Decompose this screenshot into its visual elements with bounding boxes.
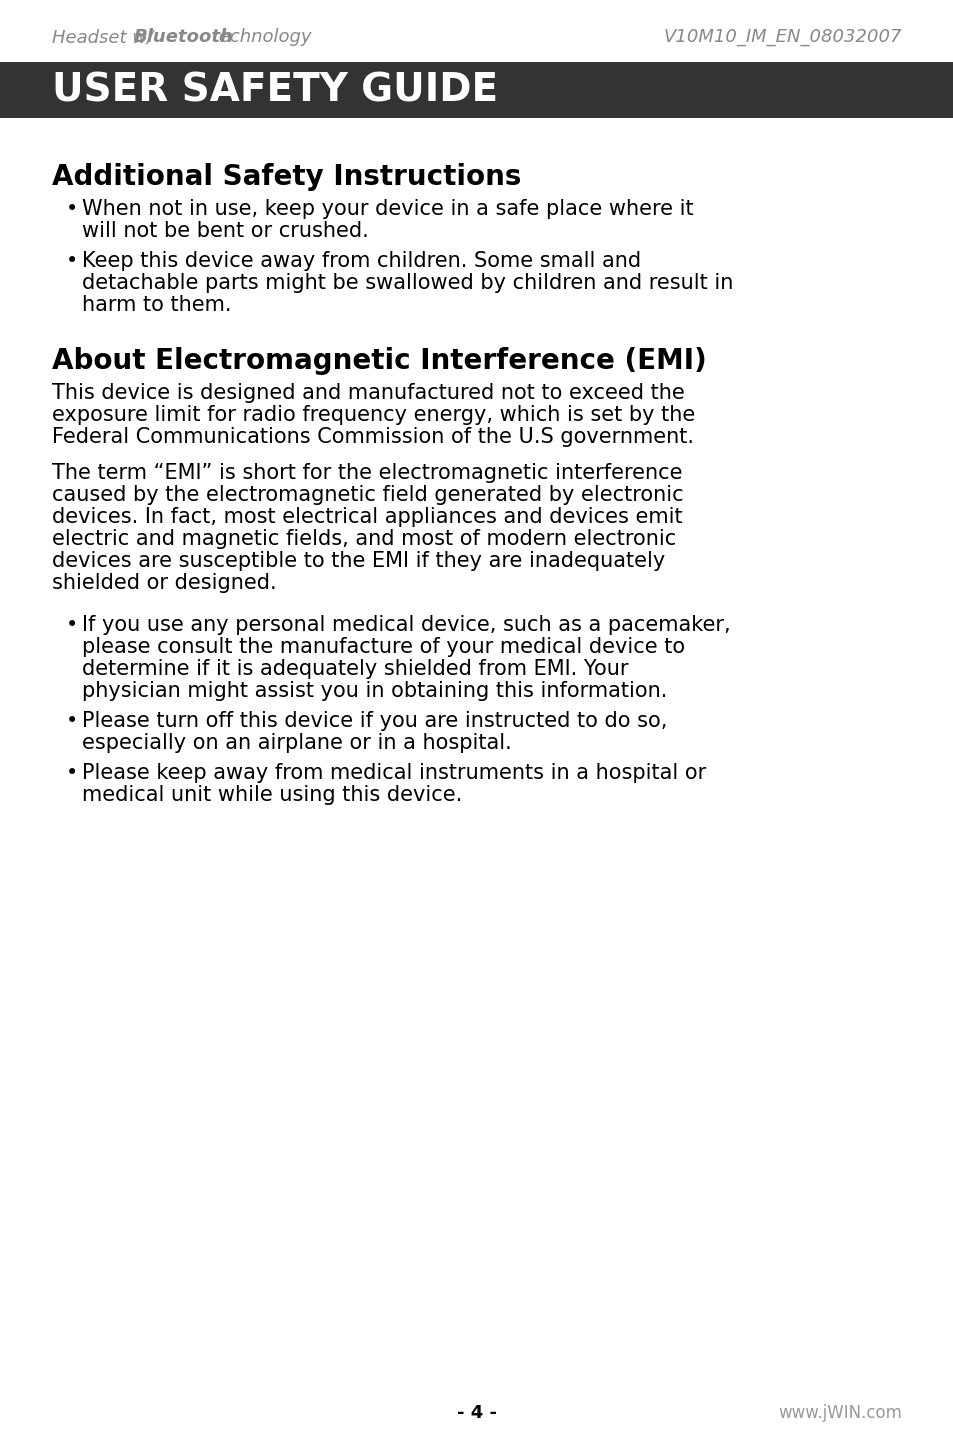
Text: will not be bent or crushed.: will not be bent or crushed. <box>82 221 369 241</box>
Bar <box>0 62 953 119</box>
Text: medical unit while using this device.: medical unit while using this device. <box>82 785 462 805</box>
Text: Headset w/: Headset w/ <box>52 27 159 46</box>
Text: please consult the manufacture of your medical device to: please consult the manufacture of your m… <box>82 638 684 656</box>
Text: - 4 -: - 4 - <box>456 1404 497 1421</box>
Text: Additional Safety Instructions: Additional Safety Instructions <box>52 163 521 191</box>
Text: This device is designed and manufactured not to exceed the: This device is designed and manufactured… <box>52 383 684 403</box>
Text: technology: technology <box>206 27 312 46</box>
Text: •: • <box>66 252 78 270</box>
Text: The term “EMI” is short for the electromagnetic interference: The term “EMI” is short for the electrom… <box>52 463 681 483</box>
Text: devices. In fact, most electrical appliances and devices emit: devices. In fact, most electrical applia… <box>52 508 682 526</box>
Text: Please turn off this device if you are instructed to do so,: Please turn off this device if you are i… <box>82 711 667 732</box>
Text: USER SAFETY GUIDE: USER SAFETY GUIDE <box>52 71 497 108</box>
Text: •: • <box>66 200 78 218</box>
Text: electric and magnetic fields, and most of modern electronic: electric and magnetic fields, and most o… <box>52 529 676 549</box>
Text: exposure limit for radio frequency energy, which is set by the: exposure limit for radio frequency energ… <box>52 405 695 425</box>
Text: •: • <box>66 763 78 782</box>
Text: shielded or designed.: shielded or designed. <box>52 573 276 593</box>
Text: •: • <box>66 615 78 635</box>
Text: Federal Communications Commission of the U.S government.: Federal Communications Commission of the… <box>52 427 693 447</box>
Text: detachable parts might be swallowed by children and result in: detachable parts might be swallowed by c… <box>82 273 733 294</box>
Text: devices are susceptible to the EMI if they are inadequately: devices are susceptible to the EMI if th… <box>52 551 664 571</box>
Text: If you use any personal medical device, such as a pacemaker,: If you use any personal medical device, … <box>82 615 730 635</box>
Text: especially on an airplane or in a hospital.: especially on an airplane or in a hospit… <box>82 733 511 753</box>
Text: V10M10_IM_EN_08032007: V10M10_IM_EN_08032007 <box>662 27 901 46</box>
Text: caused by the electromagnetic field generated by electronic: caused by the electromagnetic field gene… <box>52 484 683 505</box>
Text: physician might assist you in obtaining this information.: physician might assist you in obtaining … <box>82 681 667 701</box>
Text: Please keep away from medical instruments in a hospital or: Please keep away from medical instrument… <box>82 763 705 782</box>
Text: Bluetooth: Bluetooth <box>133 27 233 46</box>
Text: Keep this device away from children. Some small and: Keep this device away from children. Som… <box>82 252 640 270</box>
Text: www.jWIN.com: www.jWIN.com <box>778 1404 901 1421</box>
Text: When not in use, keep your device in a safe place where it: When not in use, keep your device in a s… <box>82 200 693 218</box>
Text: determine if it is adequately shielded from EMI. Your: determine if it is adequately shielded f… <box>82 659 628 680</box>
Text: About Electromagnetic Interference (EMI): About Electromagnetic Interference (EMI) <box>52 347 706 375</box>
Text: •: • <box>66 711 78 732</box>
Text: harm to them.: harm to them. <box>82 295 232 315</box>
